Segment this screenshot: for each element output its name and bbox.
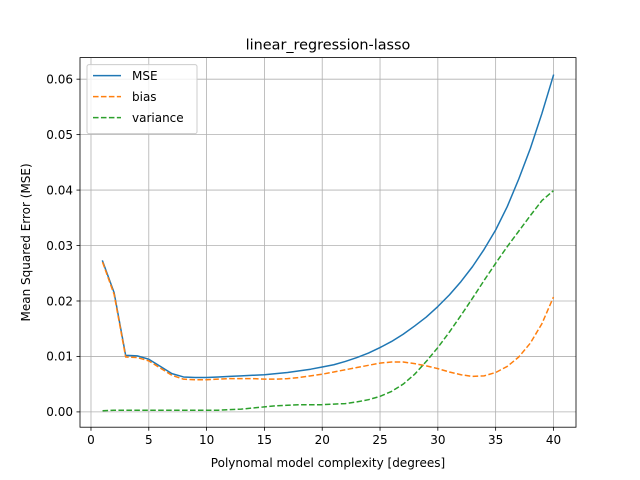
legend: MSE bias variance bbox=[86, 64, 198, 135]
x-tick-label: 30 bbox=[430, 433, 445, 447]
legend-entries: MSE bias variance bbox=[93, 69, 184, 125]
x-axis-label: Polynomal model complexity [degrees] bbox=[211, 456, 445, 470]
legend-label-bias: bias bbox=[132, 90, 157, 104]
y-tick-label: 0.04 bbox=[46, 183, 73, 197]
x-tick-label: 5 bbox=[145, 433, 153, 447]
axis-ticks: 0 5 10 15 20 25 30 35 40 0.00 0.01 0.02 0.03 0.04 0.05… bbox=[46, 72, 561, 447]
y-tick-label: 0.01 bbox=[46, 350, 73, 364]
y-tick-label: 0.02 bbox=[46, 294, 73, 308]
x-tick-label: 10 bbox=[199, 433, 214, 447]
x-tick-label: 20 bbox=[315, 433, 330, 447]
legend-label-MSE: MSE bbox=[132, 69, 158, 83]
legend-box bbox=[86, 64, 198, 135]
y-tick-label: 0.03 bbox=[46, 239, 73, 253]
series-line-variance bbox=[102, 190, 554, 412]
series-line-MSE bbox=[101, 74, 555, 379]
y-axis-label: Mean Squared Error (MSE) bbox=[19, 163, 33, 321]
y-tick-label: 0.05 bbox=[46, 128, 73, 142]
axes-frame bbox=[79, 57, 577, 428]
chart-title: linear_regression-lasso bbox=[246, 38, 411, 54]
x-tick-label: 40 bbox=[546, 433, 561, 447]
x-tick-label: 0 bbox=[87, 433, 95, 447]
y-tick-label: 0.00 bbox=[46, 405, 73, 419]
series-lines bbox=[101, 74, 555, 412]
series-line-bias bbox=[101, 261, 555, 381]
y-tick-label: 0.06 bbox=[46, 72, 73, 86]
x-tick-label: 25 bbox=[372, 433, 387, 447]
x-tick-label: 15 bbox=[257, 433, 272, 447]
legend-label-variance: variance bbox=[132, 111, 184, 125]
grid-lines bbox=[80, 57, 576, 428]
x-tick-label: 35 bbox=[488, 433, 503, 447]
